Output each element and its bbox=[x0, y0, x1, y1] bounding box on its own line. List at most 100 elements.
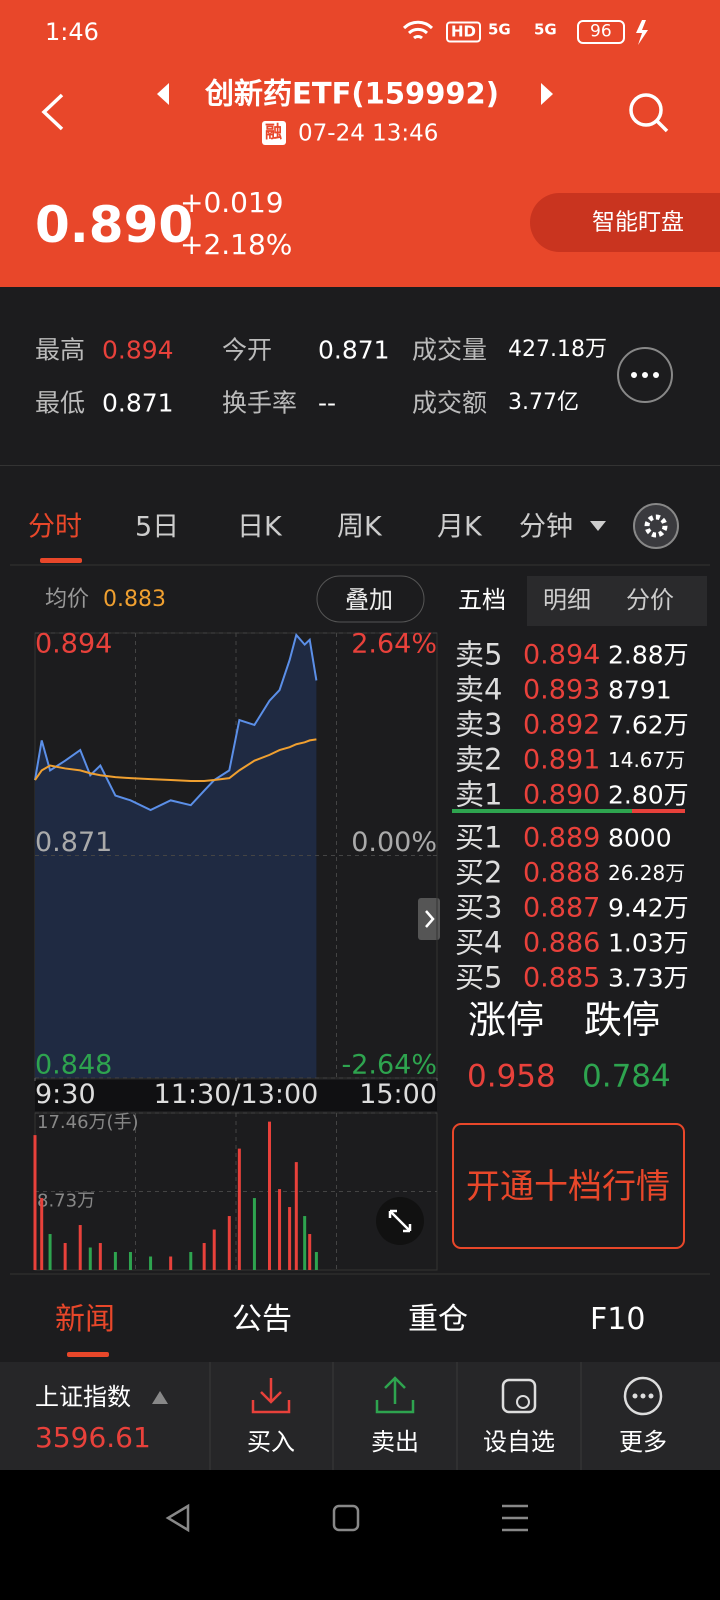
watch-button-label[interactable]: 智能盯盘 bbox=[592, 209, 684, 236]
book-volume: 3.73万 bbox=[608, 963, 689, 993]
volume-tick-label: 17.46万(手) bbox=[37, 1112, 139, 1133]
book-level: 买2 bbox=[455, 855, 503, 890]
price-area bbox=[35, 634, 317, 1078]
chart-tab[interactable]: 日K bbox=[237, 511, 282, 543]
book-price: 0.887 bbox=[523, 892, 601, 924]
volume-bar bbox=[33, 1135, 37, 1270]
action-button[interactable]: 设自选 bbox=[483, 1428, 555, 1456]
settings-icon bbox=[633, 503, 679, 549]
book-volume: 9.42万 bbox=[608, 893, 689, 923]
price-change-pct: +2.18% bbox=[180, 228, 293, 261]
stat-label: 最高 bbox=[35, 335, 86, 365]
volume-bar bbox=[237, 1148, 241, 1270]
book-volume: 7.62万 bbox=[608, 710, 689, 740]
book-volume: 1.03万 bbox=[608, 928, 689, 958]
x-tick-label: 11:30/13:00 bbox=[154, 1079, 319, 1110]
stat-label: 成交量 bbox=[412, 335, 488, 365]
time-axis-bg bbox=[35, 1080, 437, 1111]
chart-tab[interactable]: 周K bbox=[337, 511, 382, 543]
bottom-bar-bg bbox=[0, 1362, 720, 1470]
book-volume: 8791 bbox=[608, 675, 672, 705]
quote-datetime: 07-24 13:46 bbox=[298, 120, 439, 147]
limit-up-label: 涨停 bbox=[468, 998, 545, 1042]
volume-bar bbox=[128, 1252, 132, 1270]
news-underline bbox=[67, 1352, 109, 1357]
chart-tab[interactable]: 分钟 bbox=[519, 511, 573, 543]
upgrade-button[interactable]: 开通十档行情 bbox=[466, 1167, 670, 1207]
last-price: 0.890 bbox=[35, 196, 194, 254]
volume-bar bbox=[98, 1243, 102, 1270]
overlay-button[interactable]: 叠加 bbox=[345, 586, 393, 614]
series-line bbox=[34, 632, 318, 812]
book-price: 0.893 bbox=[523, 674, 601, 706]
book-level: 卖3 bbox=[455, 707, 503, 742]
limit-down: 0.784 bbox=[582, 1058, 671, 1095]
book-volume: 2.80万 bbox=[608, 780, 689, 810]
chart-tab[interactable]: 5日 bbox=[135, 511, 180, 543]
volume-bar bbox=[149, 1256, 153, 1270]
volume-bar bbox=[48, 1234, 52, 1270]
stat-value: -- bbox=[318, 388, 337, 418]
index-name[interactable]: 上证指数 bbox=[35, 1383, 131, 1411]
limit-up: 0.958 bbox=[467, 1058, 556, 1095]
index-value[interactable]: 3596.61 bbox=[35, 1421, 151, 1454]
chart-tab[interactable]: 分时 bbox=[28, 511, 82, 543]
book-level: 买5 bbox=[455, 960, 503, 995]
book-volume: 14.67万 bbox=[608, 748, 686, 772]
volume-bar bbox=[40, 1198, 44, 1270]
y-tick-label: 0.871 bbox=[35, 827, 112, 858]
volume-bar bbox=[294, 1162, 298, 1270]
news-tab[interactable]: F10 bbox=[590, 1302, 646, 1337]
watch-button[interactable] bbox=[530, 193, 720, 252]
action-button[interactable]: 卖出 bbox=[371, 1428, 419, 1456]
volume-bar bbox=[202, 1243, 206, 1270]
status-hd: HD bbox=[446, 21, 482, 43]
stat-label: 最低 bbox=[35, 388, 86, 418]
book-price: 0.888 bbox=[523, 857, 601, 889]
y2-tick-label: 0.00% bbox=[351, 827, 437, 858]
volume-bar bbox=[314, 1252, 318, 1270]
stat-value: 0.871 bbox=[102, 388, 174, 418]
status-battery: 96 bbox=[590, 21, 612, 42]
stats-bg bbox=[0, 287, 720, 466]
stat-label: 换手率 bbox=[222, 388, 298, 418]
stat-value: 0.871 bbox=[318, 335, 390, 365]
y-tick-label: 0.848 bbox=[35, 1050, 112, 1081]
volume-bar bbox=[288, 1207, 292, 1270]
book-tab[interactable]: 明细 bbox=[543, 586, 591, 614]
book-price: 0.892 bbox=[523, 709, 601, 741]
price-change: +0.019 bbox=[180, 186, 284, 219]
volume-tick-label: 8.73万 bbox=[37, 1191, 95, 1212]
margin-badge: 融 bbox=[265, 122, 282, 143]
action-button[interactable]: 买入 bbox=[247, 1428, 295, 1456]
book-tab[interactable]: 五档 bbox=[458, 586, 506, 614]
news-tab[interactable]: 重仓 bbox=[408, 1302, 468, 1337]
stat-value: 0.894 bbox=[102, 335, 174, 365]
y2-tick-label: -2.64% bbox=[341, 1050, 437, 1081]
book-level: 买4 bbox=[455, 925, 503, 960]
volume-bar bbox=[278, 1189, 282, 1270]
x-tick-label: 9:30 bbox=[35, 1079, 96, 1110]
volume-bar bbox=[227, 1216, 231, 1270]
action-button[interactable]: 更多 bbox=[619, 1428, 667, 1456]
book-level: 买1 bbox=[455, 820, 503, 855]
news-tab[interactable]: 新闻 bbox=[55, 1302, 115, 1337]
book-tab[interactable]: 分价 bbox=[626, 586, 674, 614]
limit-down-label: 跌停 bbox=[584, 998, 661, 1042]
stat-label: 今开 bbox=[222, 335, 273, 365]
news-tab[interactable]: 公告 bbox=[232, 1302, 292, 1337]
book-volume: 8000 bbox=[608, 823, 672, 853]
stat-value: 3.77亿 bbox=[508, 390, 579, 415]
security-name: 创新药ETF(159992) bbox=[205, 76, 499, 111]
stat-label: 成交额 bbox=[412, 388, 488, 418]
book-price: 0.891 bbox=[523, 744, 601, 776]
volume-bar bbox=[78, 1225, 82, 1270]
book-volume: 26.28万 bbox=[608, 861, 686, 885]
volume-bar bbox=[88, 1247, 92, 1270]
book-level: 卖5 bbox=[455, 637, 503, 672]
status-time: 1:46 bbox=[45, 18, 99, 46]
book-price: 0.886 bbox=[523, 927, 601, 959]
book-price: 0.890 bbox=[523, 779, 601, 811]
chart-tab[interactable]: 月K bbox=[437, 511, 482, 543]
